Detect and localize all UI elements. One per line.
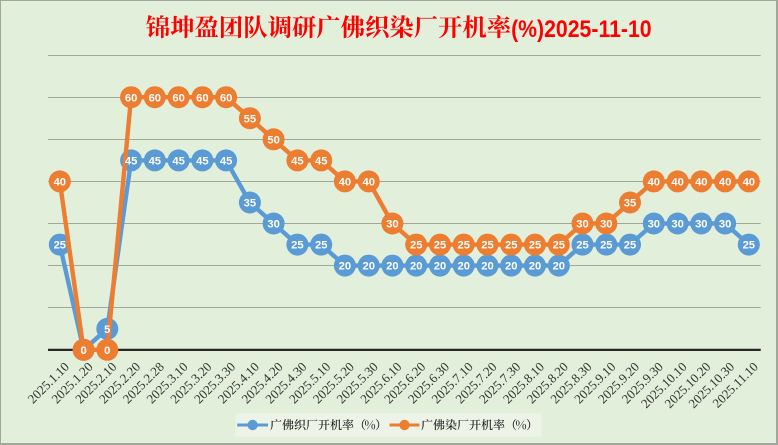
svg-text:25: 25 (624, 240, 636, 252)
svg-text:60: 60 (196, 92, 208, 104)
svg-text:30: 30 (600, 219, 612, 231)
svg-text:25: 25 (481, 240, 493, 252)
svg-text:40: 40 (695, 177, 707, 189)
svg-text:20: 20 (529, 261, 541, 273)
svg-text:60: 60 (220, 92, 232, 104)
svg-text:30: 30 (719, 219, 731, 231)
svg-text:40: 40 (339, 177, 351, 189)
svg-text:45: 45 (172, 156, 184, 168)
svg-text:20: 20 (386, 261, 398, 273)
svg-text:35: 35 (624, 198, 636, 210)
svg-text:45: 45 (125, 156, 137, 168)
svg-text:0: 0 (104, 345, 110, 357)
svg-text:25: 25 (529, 240, 541, 252)
svg-text:25: 25 (434, 240, 446, 252)
svg-text:30: 30 (576, 219, 588, 231)
svg-text:45: 45 (196, 156, 208, 168)
svg-text:60: 60 (125, 92, 137, 104)
svg-text:45: 45 (149, 156, 161, 168)
svg-text:55: 55 (244, 113, 256, 125)
svg-text:25: 25 (54, 240, 66, 252)
svg-text:25: 25 (315, 240, 327, 252)
svg-text:40: 40 (362, 177, 374, 189)
svg-text:40: 40 (671, 177, 683, 189)
svg-text:5: 5 (104, 324, 110, 336)
svg-text:40: 40 (719, 177, 731, 189)
svg-text:50: 50 (267, 134, 279, 146)
svg-text:20: 20 (362, 261, 374, 273)
svg-text:45: 45 (220, 156, 232, 168)
svg-text:35: 35 (244, 198, 256, 210)
svg-text:20: 20 (505, 261, 517, 273)
svg-text:25: 25 (457, 240, 469, 252)
svg-text:25: 25 (410, 240, 422, 252)
svg-text:20: 20 (434, 261, 446, 273)
svg-text:25: 25 (291, 240, 303, 252)
svg-text:30: 30 (648, 219, 660, 231)
svg-text:20: 20 (339, 261, 351, 273)
svg-text:(%)2025-11-10: (%)2025-11-10 (511, 16, 651, 43)
svg-text:0: 0 (80, 345, 86, 357)
svg-text:40: 40 (743, 177, 755, 189)
svg-text:60: 60 (149, 92, 161, 104)
svg-text:20: 20 (553, 261, 565, 273)
svg-text:45: 45 (315, 156, 327, 168)
svg-text:20: 20 (457, 261, 469, 273)
svg-text:45: 45 (291, 156, 303, 168)
svg-text:25: 25 (576, 240, 588, 252)
svg-text:25: 25 (505, 240, 517, 252)
svg-text:40: 40 (648, 177, 660, 189)
svg-text:30: 30 (671, 219, 683, 231)
svg-text:25: 25 (600, 240, 612, 252)
svg-text:25: 25 (743, 240, 755, 252)
svg-text:40: 40 (54, 177, 66, 189)
svg-text:20: 20 (410, 261, 422, 273)
svg-text:60: 60 (172, 92, 184, 104)
svg-text:30: 30 (695, 219, 707, 231)
svg-text:30: 30 (267, 219, 279, 231)
svg-text:30: 30 (386, 219, 398, 231)
svg-text:0: 0 (80, 345, 86, 357)
svg-text:20: 20 (481, 261, 493, 273)
svg-text:25: 25 (553, 240, 565, 252)
